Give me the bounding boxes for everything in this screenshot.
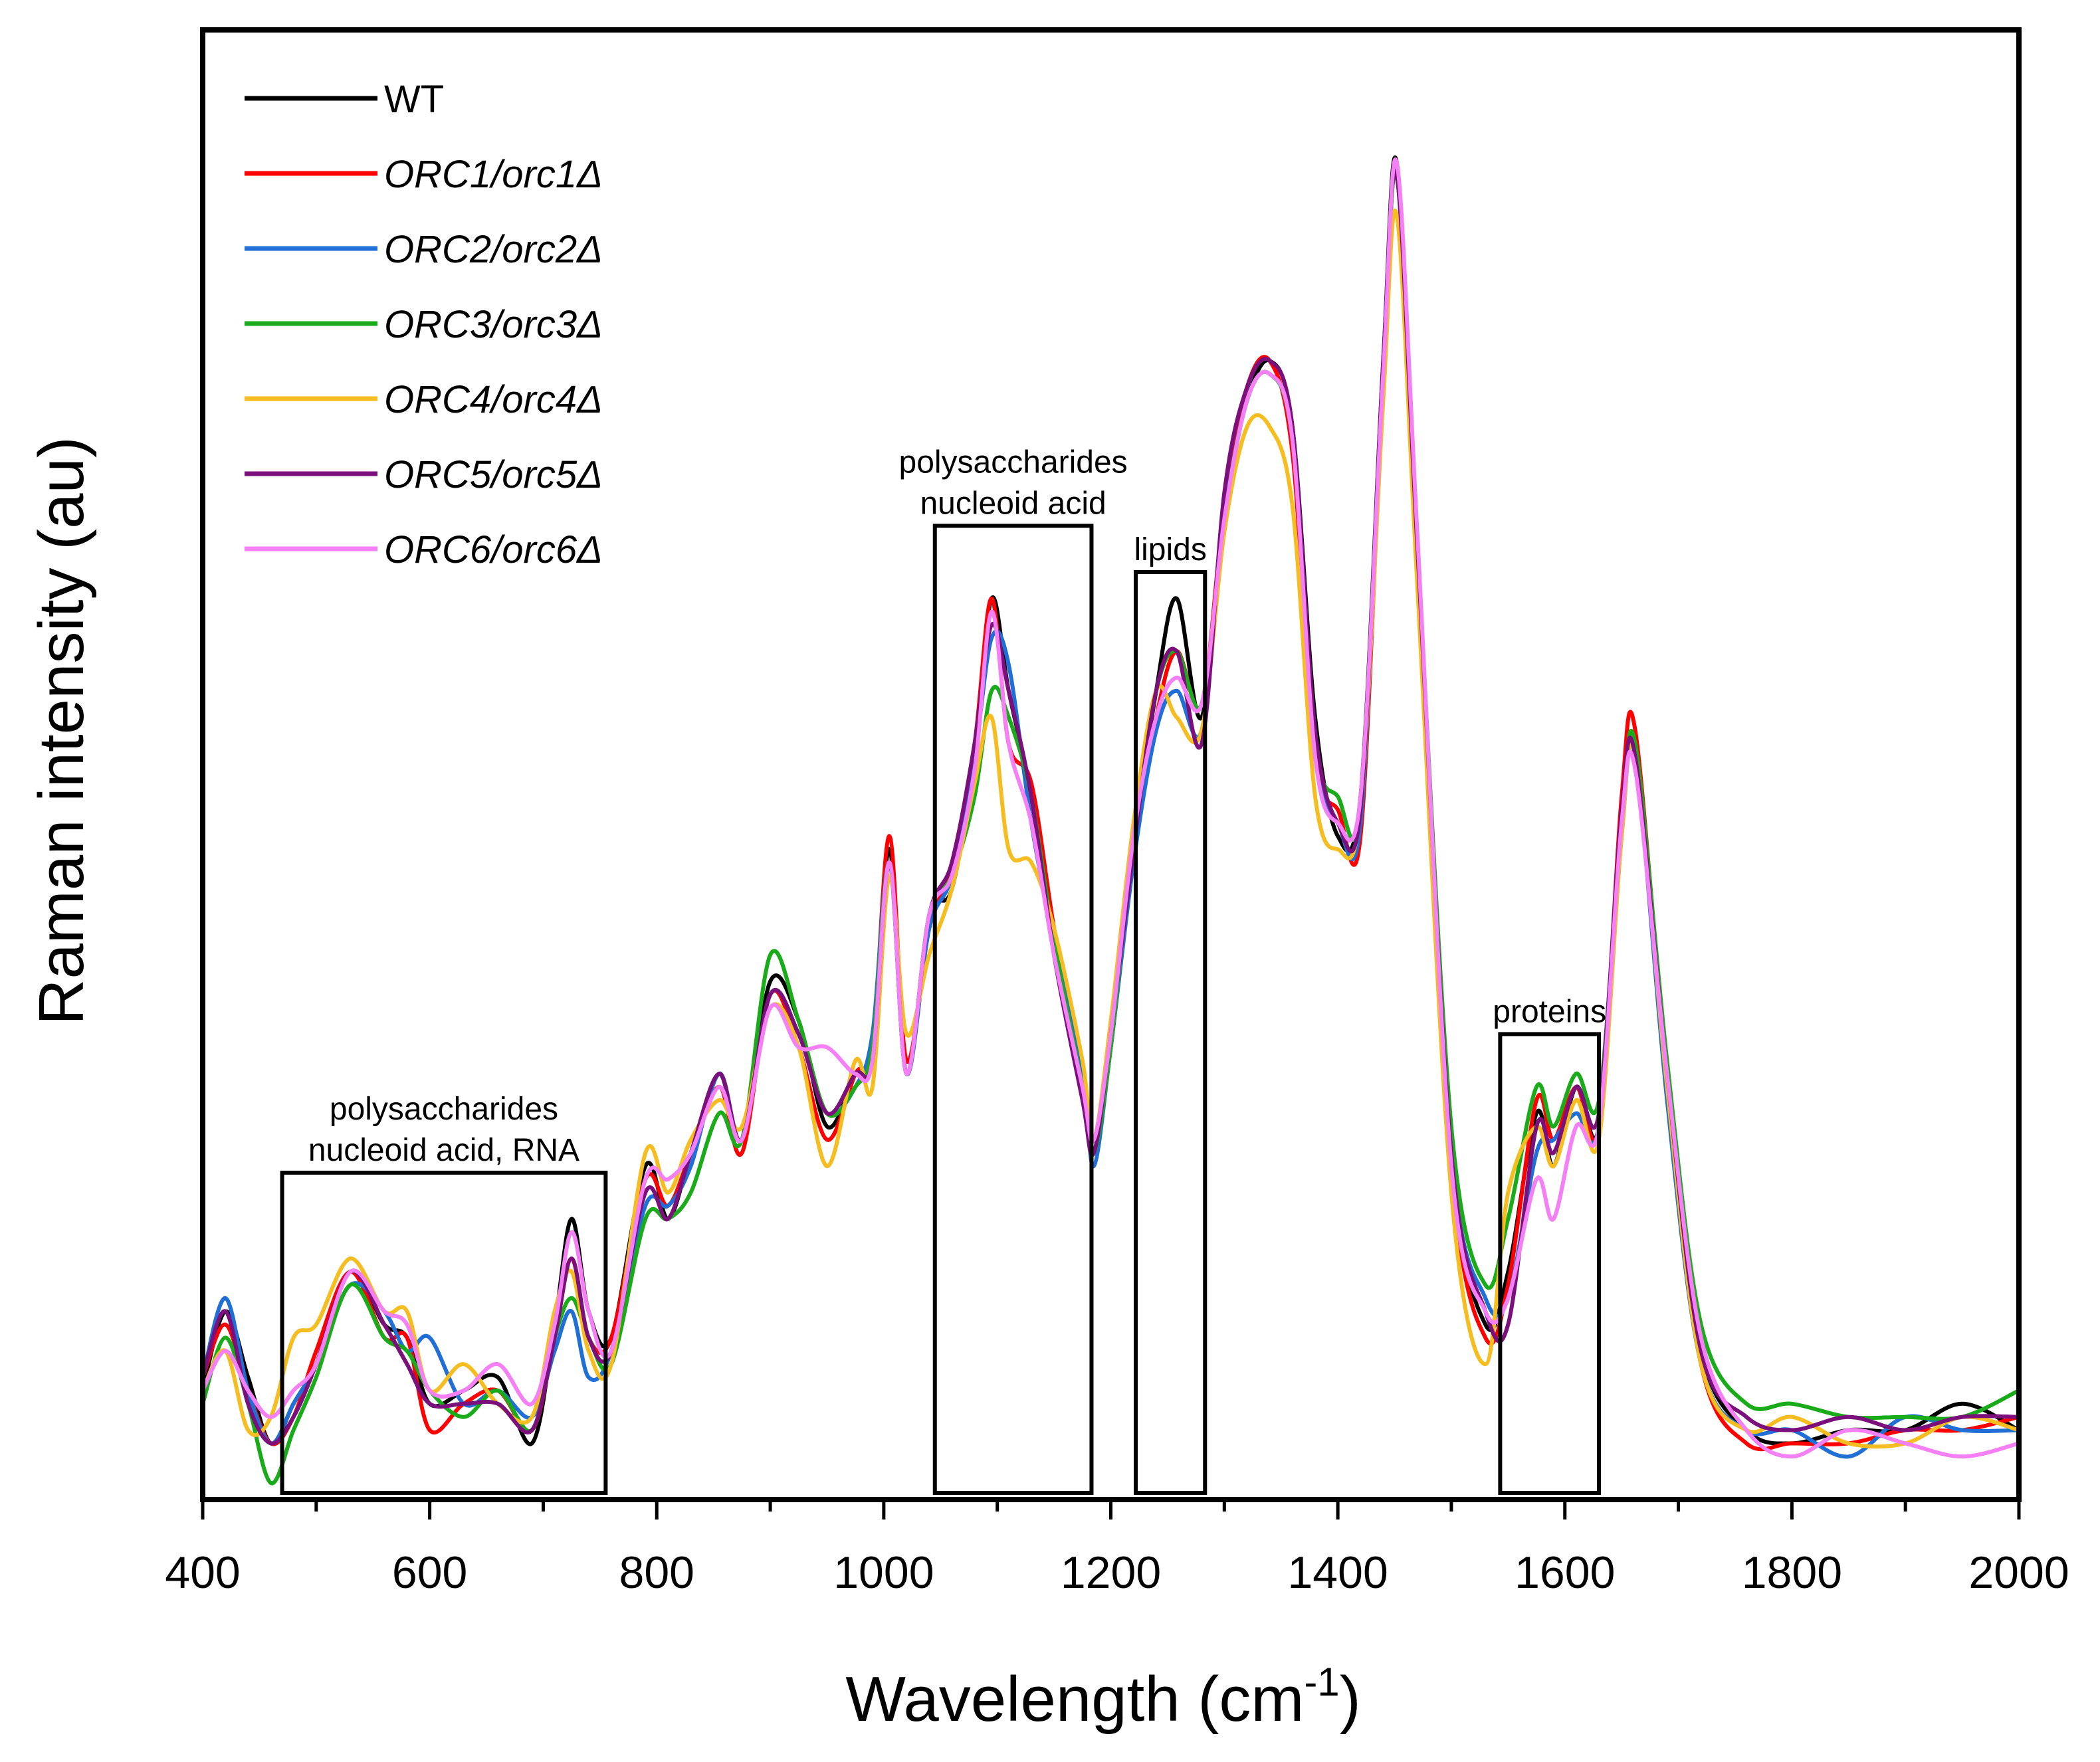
x-axis-title-text: Wavelength (cm: [845, 1664, 1304, 1735]
region-label-1-line-2: nucleoid acid, RNA: [308, 1133, 579, 1168]
x-tick-label-1200: 1200: [1061, 1547, 1161, 1598]
x-axis-title: Wavelength (cm-1): [845, 1660, 1360, 1735]
plot-area: [203, 30, 2019, 1500]
region-label-1-line-1: polysaccharides: [330, 1092, 558, 1127]
x-tick-label-1800: 1800: [1742, 1547, 1842, 1598]
series-layer: [201, 155, 2021, 1486]
x-tick-label-1400: 1400: [1287, 1547, 1388, 1598]
region-label-3-line-1: lipids: [1134, 532, 1206, 567]
plot-background: [203, 30, 2019, 1500]
region-label-2-line-2: nucleoid acid: [920, 486, 1106, 521]
x-axis-title-superscript: -1: [1304, 1660, 1339, 1704]
region-label-4-line-1: proteins: [1493, 994, 1606, 1029]
x-axis-title-close: ): [1340, 1664, 1361, 1735]
series-line-orc6: [201, 157, 2021, 1459]
legend-label-7: ORC6/orc6Δ: [384, 528, 603, 571]
legend-label-6: ORC5/orc5Δ: [384, 453, 603, 496]
x-tick-label-600: 600: [392, 1547, 467, 1598]
legend-label-3: ORC2/orc2Δ: [384, 228, 603, 271]
region-box-4: [1498, 1032, 1601, 1496]
legend-label-4: ORC3/orc3Δ: [384, 303, 603, 346]
region-box-3: [1134, 569, 1208, 1495]
legend-label-1: WT: [384, 78, 444, 121]
y-axis-title: Raman intensity (au): [26, 437, 97, 1025]
region-box-1: [280, 1171, 608, 1496]
x-tick-label-1600: 1600: [1515, 1547, 1615, 1598]
legend-label-2: ORC1/orc1Δ: [384, 153, 603, 196]
region-label-2-line-1: polysaccharides: [899, 444, 1128, 480]
x-tick-label-400: 400: [165, 1547, 240, 1598]
x-tick-label-1000: 1000: [833, 1547, 934, 1598]
annotation-layer: polysaccharides nucleoid acid, RNA polysac…: [280, 444, 1606, 1496]
x-tick-label-2000: 2000: [1968, 1547, 2069, 1598]
legend-label-5: ORC4/orc4Δ: [384, 378, 603, 421]
region-box-2: [932, 524, 1094, 1495]
x-tick-label-800: 800: [619, 1547, 694, 1598]
x-axis-ticks: 400 600 800 1000 1200 1400 1600 1800 2000: [165, 1500, 2069, 1598]
legend: WT ORC1/orc1Δ ORC2/orc2Δ ORC3/orc3Δ ORC4/orc…: [245, 78, 603, 571]
